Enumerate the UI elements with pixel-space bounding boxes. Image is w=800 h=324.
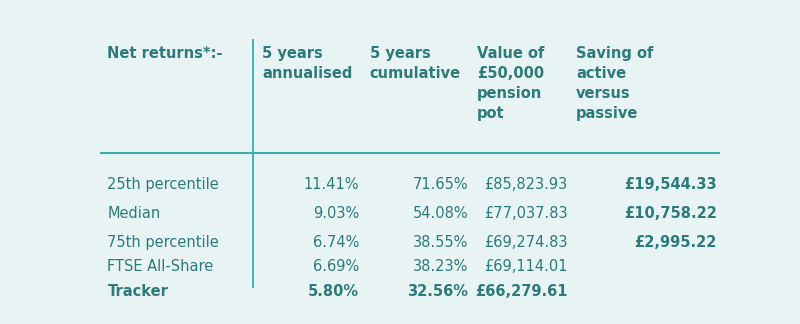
Text: £66,279.61: £66,279.61 (475, 284, 567, 299)
Text: Net returns*:-: Net returns*:- (107, 46, 223, 61)
Text: 5 years
annualised: 5 years annualised (262, 46, 353, 81)
Text: £85,823.93: £85,823.93 (484, 177, 567, 192)
Text: £69,274.83: £69,274.83 (484, 235, 567, 250)
Text: Value of
£50,000
pension
pot: Value of £50,000 pension pot (477, 46, 544, 121)
Text: 75th percentile: 75th percentile (107, 235, 219, 250)
Text: Tracker: Tracker (107, 284, 168, 299)
Text: 11.41%: 11.41% (304, 177, 359, 192)
Text: 71.65%: 71.65% (413, 177, 468, 192)
Text: £19,544.33: £19,544.33 (624, 177, 717, 192)
Text: £69,114.01: £69,114.01 (484, 259, 567, 274)
Text: £2,995.22: £2,995.22 (634, 235, 717, 250)
Text: 38.23%: 38.23% (413, 259, 468, 274)
Text: 5 years
cumulative: 5 years cumulative (370, 46, 461, 81)
Text: 38.55%: 38.55% (413, 235, 468, 250)
Text: 32.56%: 32.56% (407, 284, 468, 299)
Text: 6.74%: 6.74% (313, 235, 359, 250)
Text: 54.08%: 54.08% (413, 206, 468, 221)
Text: Median: Median (107, 206, 161, 221)
Text: Saving of
active
versus
passive: Saving of active versus passive (576, 46, 654, 121)
Text: £77,037.83: £77,037.83 (484, 206, 567, 221)
Text: 25th percentile: 25th percentile (107, 177, 219, 192)
Text: £10,758.22: £10,758.22 (624, 206, 717, 221)
Text: 9.03%: 9.03% (313, 206, 359, 221)
Text: 6.69%: 6.69% (313, 259, 359, 274)
Text: 5.80%: 5.80% (308, 284, 359, 299)
Text: FTSE All-Share: FTSE All-Share (107, 259, 214, 274)
